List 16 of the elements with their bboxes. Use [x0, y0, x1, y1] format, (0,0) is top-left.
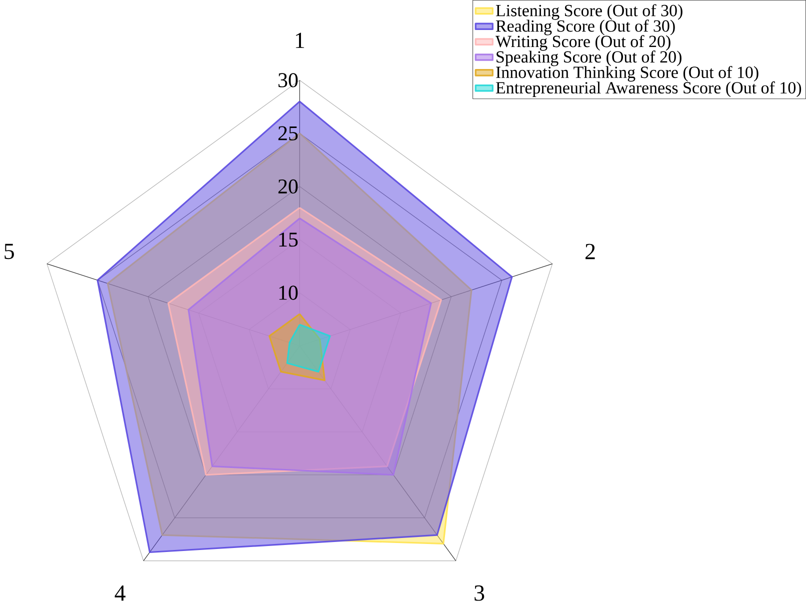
legend-label: Reading Score (Out of 30) [496, 20, 675, 36]
y-tick-label: 20 [278, 179, 298, 194]
legend-label: Speaking Score (Out of 20) [496, 50, 682, 66]
legend-label: Listening Score (Out of 30) [496, 4, 682, 20]
spoke-label: 4 [114, 585, 126, 601]
legend-label: Innovation Thinking Score (Out of 10) [496, 66, 758, 82]
y-tick-label: 30 [278, 73, 298, 88]
spoke-label: 5 [4, 244, 14, 260]
spoke-label: 2 [586, 244, 595, 260]
spoke-label: 1 [296, 32, 304, 48]
spoke-label: 3 [474, 585, 484, 601]
legend-label: Writing Score (Out of 20) [495, 35, 670, 51]
y-tick-label: 15 [279, 232, 298, 247]
legend-label: Entrepreneurial Awareness Score (Out of 10) [496, 81, 802, 97]
y-tick-label: 10 [279, 286, 298, 300]
y-tick-label: 25 [278, 126, 298, 140]
